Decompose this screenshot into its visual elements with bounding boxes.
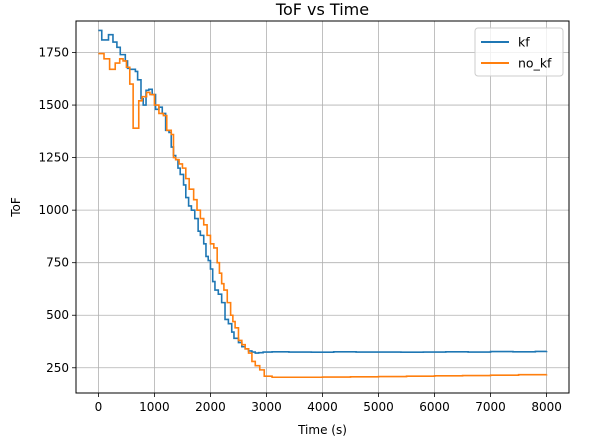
legend-label-no-kf: no_kf [518, 56, 552, 71]
y-tick-label: 250 [46, 361, 69, 375]
y-tick-label: 500 [46, 308, 69, 322]
grid-lines [76, 21, 569, 393]
y-tick-label: 750 [46, 256, 69, 270]
y-axis-ticks: 250 500 750 1000 1250 1500 1750 [38, 46, 76, 375]
x-axis-title: Time (s) [297, 423, 347, 437]
x-tick-label: 8000 [531, 400, 562, 414]
x-tick-label: 3000 [251, 400, 282, 414]
x-axis-ticks: 0 1000 2000 3000 4000 5000 6000 7000 8000 [95, 393, 562, 414]
x-tick-label: 5000 [363, 400, 394, 414]
series-layer [98, 29, 548, 379]
legend: kf no_kf [474, 27, 564, 77]
y-axis-title: ToF [9, 197, 23, 218]
legend-label-kf: kf [518, 35, 530, 50]
series-line-kf [98, 29, 548, 354]
y-tick-label: 1250 [38, 151, 69, 165]
x-tick-label: 0 [95, 400, 103, 414]
x-tick-label: 2000 [195, 400, 226, 414]
x-tick-label: 1000 [139, 400, 170, 414]
chart-title: ToF vs Time [275, 0, 369, 19]
x-tick-label: 6000 [419, 400, 450, 414]
series-line-no-kf [98, 52, 548, 379]
y-tick-label: 1500 [38, 98, 69, 112]
x-tick-label: 4000 [307, 400, 338, 414]
x-tick-label: 7000 [475, 400, 506, 414]
y-tick-label: 1750 [38, 46, 69, 60]
y-tick-label: 1000 [38, 203, 69, 217]
